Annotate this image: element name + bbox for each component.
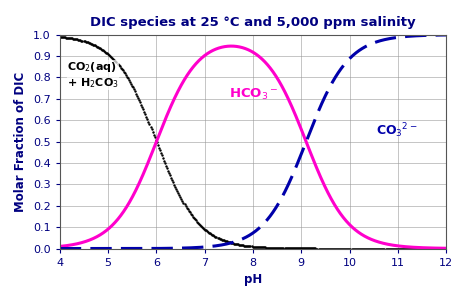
Text: CO$_2$(aq)
+ H$_2$CO$_3$: CO$_2$(aq) + H$_2$CO$_3$ xyxy=(67,60,118,90)
Text: HCO$_3$$^-$: HCO$_3$$^-$ xyxy=(229,87,277,102)
Text: CO$_3$$^{2-}$: CO$_3$$^{2-}$ xyxy=(375,122,417,140)
Title: DIC species at 25 °C and 5,000 ppm salinity: DIC species at 25 °C and 5,000 ppm salin… xyxy=(90,16,415,29)
Y-axis label: Molar Fraction of DIC: Molar Fraction of DIC xyxy=(14,71,28,212)
X-axis label: pH: pH xyxy=(243,273,262,286)
